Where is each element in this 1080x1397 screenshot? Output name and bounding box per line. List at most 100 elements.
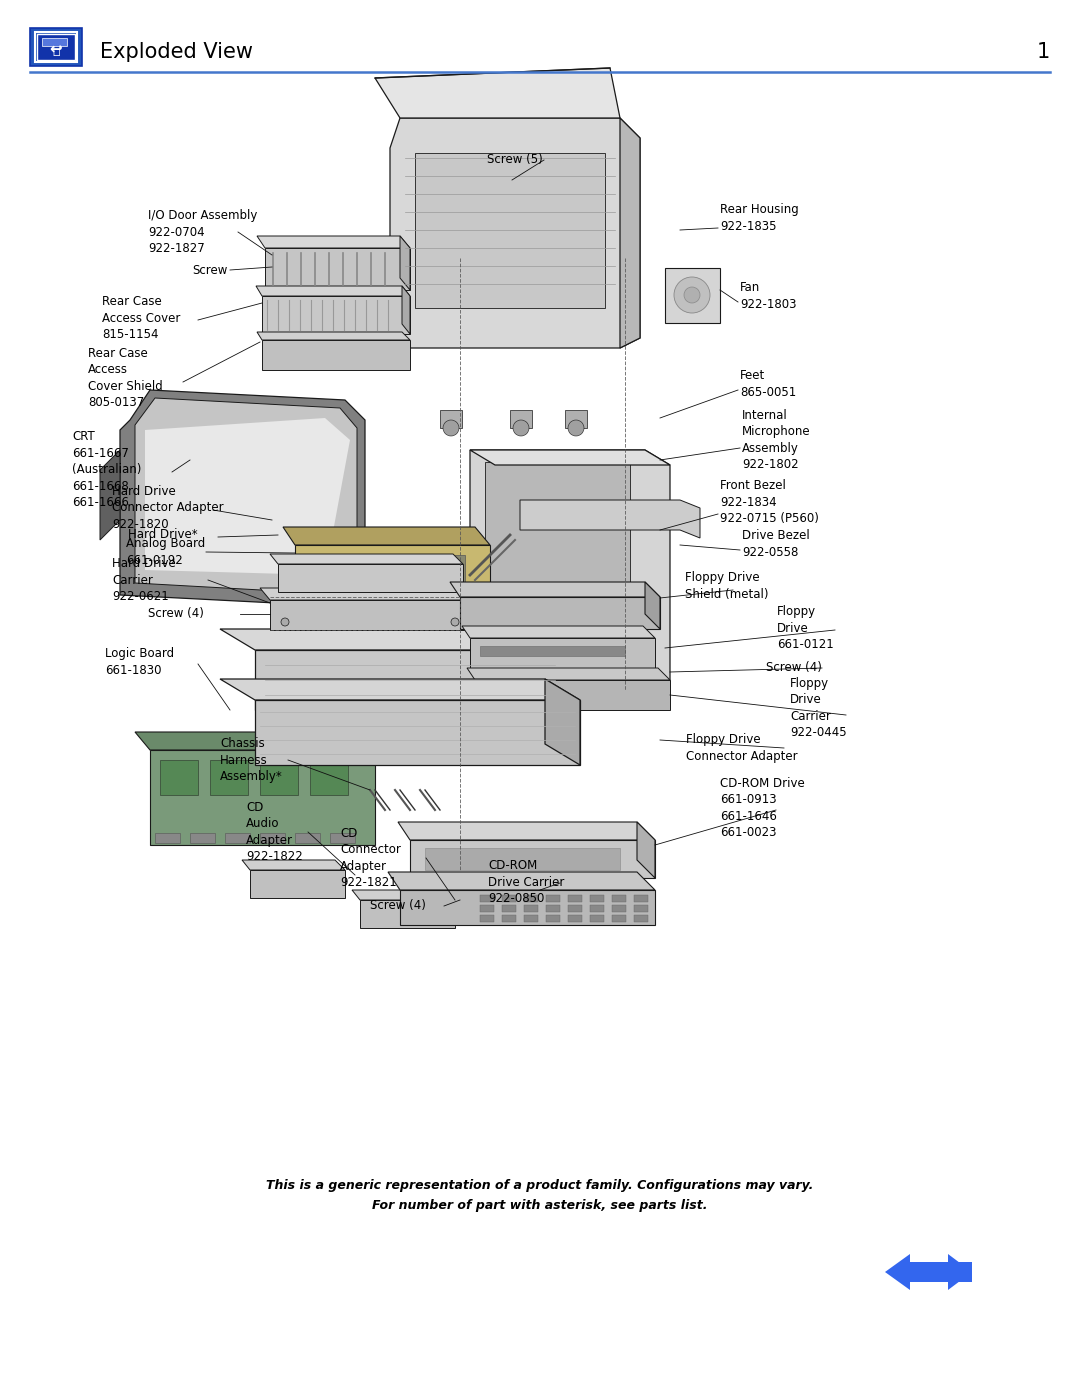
Polygon shape (256, 286, 410, 296)
Text: Floppy Drive
Shield (metal): Floppy Drive Shield (metal) (685, 571, 769, 601)
Circle shape (513, 420, 529, 436)
Circle shape (568, 420, 584, 436)
Polygon shape (220, 679, 580, 700)
Bar (480, 895, 494, 902)
Text: I/O Door Assembly
922-0704
922-1827: I/O Door Assembly 922-0704 922-1827 (148, 210, 257, 256)
Bar (480, 645, 625, 657)
Text: Screw: Screw (192, 264, 228, 277)
Polygon shape (135, 398, 357, 592)
Polygon shape (645, 583, 660, 629)
Polygon shape (390, 117, 640, 348)
Bar (470, 638, 654, 668)
Bar (265, 249, 410, 291)
Text: CD
Audio
Adapter
922-1822: CD Audio Adapter 922-1822 (246, 800, 302, 863)
Text: Exploded View: Exploded View (100, 42, 253, 61)
Bar (502, 895, 516, 902)
Bar (524, 895, 538, 902)
Text: CRT
661-1667
(Australian)
661-1668
661-1666: CRT 661-1667 (Australian) 661-1668 661-1… (72, 430, 141, 510)
Text: CD
Connector
Adapter
922-1821: CD Connector Adapter 922-1821 (340, 827, 401, 890)
Circle shape (281, 617, 289, 626)
Polygon shape (388, 872, 654, 890)
Bar (612, 905, 626, 912)
Circle shape (451, 617, 459, 626)
Bar (255, 700, 580, 766)
Text: Floppy
Drive
Carrier
922-0445: Floppy Drive Carrier 922-0445 (789, 676, 847, 739)
Polygon shape (620, 117, 640, 348)
Bar (42, 38, 67, 46)
Bar (260, 760, 298, 795)
Polygon shape (135, 732, 375, 750)
Bar (502, 905, 516, 912)
Polygon shape (260, 588, 470, 599)
Text: Drive Bezel
922-0558: Drive Bezel 922-0558 (742, 529, 810, 559)
Bar (426, 848, 620, 870)
Bar (440, 409, 462, 427)
Polygon shape (100, 450, 120, 541)
Bar (524, 915, 538, 922)
Text: CD-ROM Drive
661-0913
661-1646
661-0023: CD-ROM Drive 661-0913 661-1646 661-0023 (720, 777, 805, 840)
Text: Logic Board
661-1830: Logic Board 661-1830 (105, 647, 174, 676)
Bar (590, 915, 604, 922)
Bar (400, 890, 654, 925)
Text: Front Bezel
922-1834
922-0715 (P560): Front Bezel 922-1834 922-0715 (P560) (720, 479, 819, 525)
Polygon shape (257, 332, 410, 339)
Text: Rear Housing
922-1835: Rear Housing 922-1835 (720, 203, 799, 233)
Bar (410, 840, 654, 877)
Circle shape (443, 420, 459, 436)
Bar (37, 34, 75, 60)
Polygon shape (530, 629, 565, 710)
Bar (315, 555, 355, 590)
Bar (546, 895, 561, 902)
Text: Fan
922-1803: Fan 922-1803 (740, 281, 797, 310)
Bar (612, 915, 626, 922)
Text: Analog Board
661-0192: Analog Board 661-0192 (126, 538, 205, 567)
Bar (30, 28, 82, 66)
Polygon shape (545, 679, 580, 766)
Bar (910, 1261, 972, 1282)
Bar (460, 597, 660, 629)
Polygon shape (470, 450, 670, 700)
Polygon shape (402, 286, 410, 334)
Polygon shape (470, 450, 670, 465)
Text: For number of part with asterisk, see parts list.: For number of part with asterisk, see pa… (373, 1199, 707, 1211)
Polygon shape (145, 418, 350, 576)
Bar (565, 409, 588, 427)
Bar (270, 599, 470, 630)
Bar (278, 564, 463, 592)
Polygon shape (450, 583, 660, 597)
Text: Floppy
Drive
661-0121: Floppy Drive 661-0121 (777, 605, 834, 651)
Polygon shape (120, 390, 365, 605)
Polygon shape (352, 890, 455, 900)
Text: Hard Drive
Carrier
922-0621: Hard Drive Carrier 922-0621 (112, 557, 176, 604)
Polygon shape (375, 68, 620, 117)
Bar (330, 833, 355, 842)
Bar (360, 900, 455, 928)
Circle shape (684, 286, 700, 303)
Bar (480, 905, 494, 912)
Bar (475, 680, 670, 710)
Polygon shape (257, 236, 410, 249)
Bar (546, 905, 561, 912)
Bar (546, 915, 561, 922)
Bar (370, 555, 410, 590)
Bar (590, 905, 604, 912)
Bar (210, 760, 248, 795)
Polygon shape (242, 861, 345, 870)
Bar (634, 895, 648, 902)
Bar (255, 650, 565, 710)
Bar (160, 760, 198, 795)
Bar (568, 895, 582, 902)
Bar (190, 833, 215, 842)
Text: Screw (5): Screw (5) (487, 154, 543, 166)
Bar (568, 905, 582, 912)
Circle shape (674, 277, 710, 313)
Text: Chassis
Harness
Assembly*: Chassis Harness Assembly* (220, 738, 283, 782)
Text: ⬛: ⬛ (52, 43, 59, 56)
Bar (568, 915, 582, 922)
Text: ↩: ↩ (50, 42, 63, 57)
Text: Screw (4): Screw (4) (148, 608, 204, 620)
Bar (150, 750, 375, 845)
Polygon shape (519, 500, 700, 538)
Polygon shape (885, 1255, 910, 1289)
Polygon shape (637, 821, 654, 877)
